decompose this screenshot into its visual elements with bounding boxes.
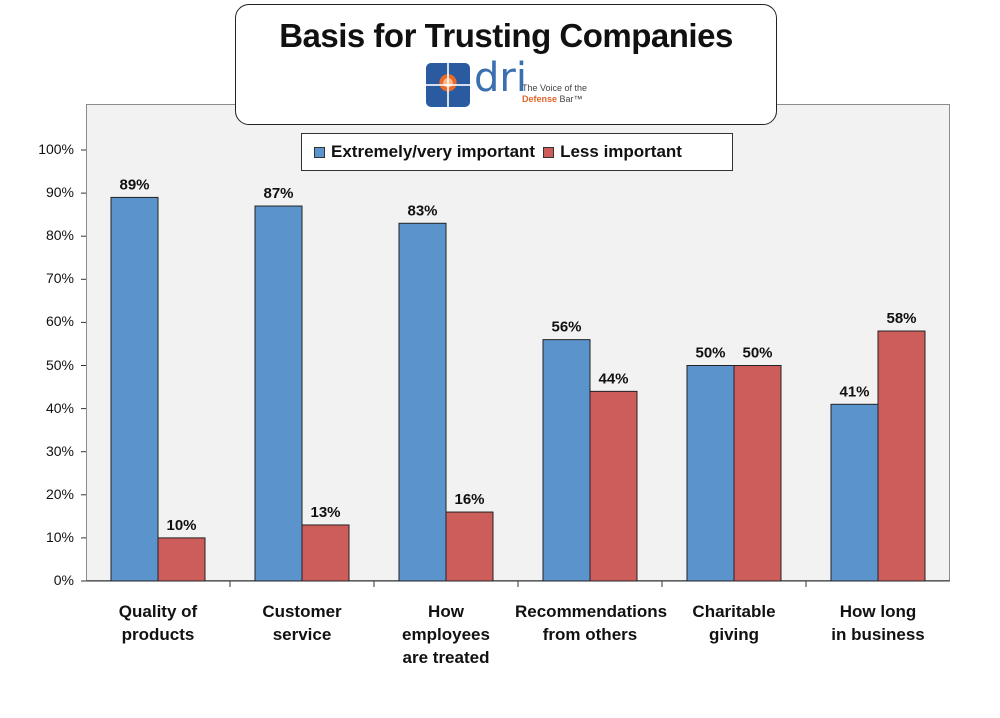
bar-less-important — [589, 390, 638, 582]
y-tick-label: 30% — [45, 442, 74, 459]
data-label: 89% — [119, 176, 149, 193]
data-label: 56% — [551, 319, 581, 336]
y-tick-label: 20% — [45, 485, 74, 502]
plot-area — [86, 104, 950, 581]
y-tick-label: 100% — [38, 141, 74, 157]
logo-tagline-defense: Defense — [522, 94, 558, 104]
data-label: 50% — [695, 345, 725, 362]
logo-tagline-line1: The Voice of the — [522, 83, 588, 93]
legend-item-series-2: Less important — [543, 142, 682, 162]
x-category-label: How employees are treated — [371, 600, 521, 669]
x-category-label: Recommendations from others — [515, 600, 668, 646]
data-label: 41% — [839, 383, 869, 400]
data-label: 50% — [742, 345, 772, 362]
bar-important — [110, 196, 159, 582]
x-category-label-line: giving — [708, 625, 760, 644]
bar-less-important — [877, 330, 926, 582]
x-category-label-line: employees — [402, 625, 490, 644]
x-category-label-line: are treated — [402, 648, 490, 667]
bar-important — [542, 339, 591, 582]
x-category-label: How long in business — [803, 600, 953, 646]
logo-tagline-line2: Defense Bar™ — [522, 94, 583, 104]
y-tick-label: 80% — [45, 227, 74, 244]
legend-label-series-2: Less important — [560, 142, 682, 161]
legend-item-series-1: Extremely/very important — [314, 142, 535, 162]
x-category-label-line: Quality of — [118, 602, 198, 621]
bar-important — [254, 205, 303, 582]
y-tick-label: 90% — [45, 184, 74, 201]
bar-important — [686, 365, 735, 582]
x-category-label-line: in business — [831, 625, 925, 644]
x-category-label-line: from others — [542, 625, 638, 644]
dri-logo-icon — [426, 63, 470, 107]
y-tick-label: 40% — [45, 399, 74, 416]
y-tick-label: 70% — [45, 270, 74, 287]
legend-swatch-series-2 — [543, 146, 555, 158]
data-label: 44% — [598, 370, 628, 387]
x-category-label-line: service — [272, 625, 332, 644]
title-box: Basis for Trusting Companies dri The Voi… — [235, 4, 777, 125]
x-category-label: Customer service — [227, 600, 377, 646]
data-label: 58% — [886, 310, 916, 327]
data-label: 83% — [407, 202, 437, 219]
data-label: 16% — [454, 491, 484, 508]
x-category-label-line: Recommendations — [515, 602, 668, 621]
logo-wordmark: dri — [474, 55, 527, 101]
bar-important — [830, 403, 879, 582]
x-category-label-line: products — [121, 625, 195, 644]
data-label: 87% — [263, 185, 293, 202]
y-tick-label: 0% — [53, 572, 74, 588]
bar-less-important — [733, 365, 782, 582]
bar-less-important — [157, 537, 206, 582]
bar-important — [398, 222, 447, 582]
dri-logo: dri The Voice of the Defense Bar™ — [426, 55, 606, 111]
x-category-label-line: How — [428, 602, 464, 621]
chart-title: Basis for Trusting Companies — [279, 17, 733, 54]
y-tick-label: 50% — [45, 356, 74, 373]
bar-less-important — [445, 511, 494, 582]
data-label: 13% — [310, 504, 340, 521]
bar-less-important — [301, 524, 350, 582]
y-tick-label: 10% — [45, 528, 74, 545]
data-label: 10% — [166, 517, 196, 534]
x-category-label: Charitable giving — [659, 600, 809, 646]
legend-swatch-series-1 — [314, 146, 325, 158]
x-category-label-line: How long — [839, 602, 917, 621]
x-category-label-line: Customer — [262, 602, 342, 621]
x-category-label: Quality of products — [83, 600, 233, 646]
logo-tagline-bar: Bar™ — [557, 94, 583, 104]
legend-label-series-1: Extremely/very important — [331, 142, 536, 161]
y-tick-label: 60% — [45, 313, 74, 330]
x-category-label-line: Charitable — [692, 602, 776, 621]
legend: Extremely/very important Less important — [301, 133, 733, 171]
